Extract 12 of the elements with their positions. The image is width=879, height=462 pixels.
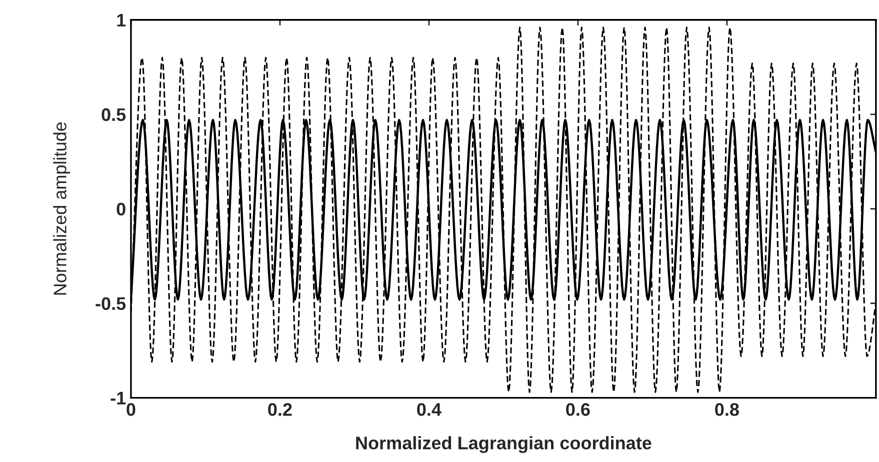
y-tick-label: 1 — [117, 14, 126, 26]
x-tick-label: 0.2 — [268, 403, 292, 416]
y-tick-label: 0 — [116, 202, 126, 216]
y-axis-title: Normalized amplitude — [53, 122, 70, 295]
y-tick-label: -1 — [110, 392, 126, 404]
x-axis-title: Normalized Lagrangian coordinate — [356, 436, 652, 454]
y-tick-label: -0.5 — [96, 297, 126, 310]
x-tick-label: 0.4 — [417, 403, 442, 416]
x-tick-label: 0.8 — [715, 403, 739, 416]
y-tick-label: 0.5 — [102, 108, 126, 122]
x-tick-label: 0.6 — [566, 403, 590, 416]
x-tick-label: 0 — [126, 403, 136, 416]
